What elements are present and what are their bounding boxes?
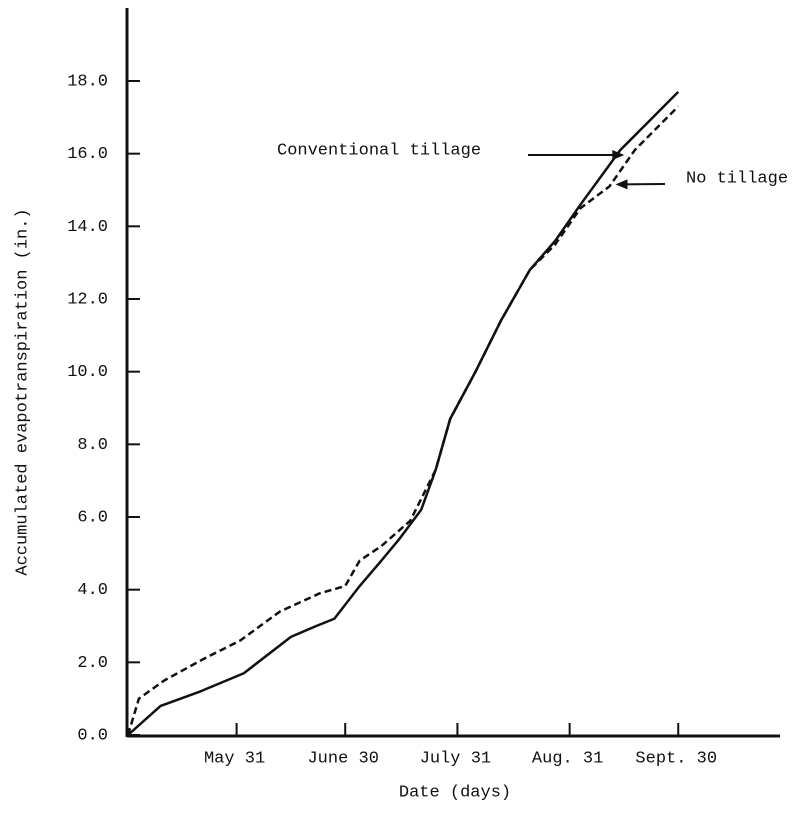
y-tick-label: 18.0 [67,72,108,91]
x-tick-label: Aug. 31 [532,749,603,768]
y-tick-label: 10.0 [67,363,108,382]
x-tick-label: Sept. 30 [635,749,717,768]
y-tick-label: 2.0 [77,654,108,673]
y-tick-label: 8.0 [77,436,108,455]
y-tick-label: 0.0 [77,726,108,745]
x-tick-label: July 31 [420,749,491,768]
legend-label: No tillage [686,169,788,188]
series-line [128,92,678,735]
x-tick-label: May 31 [204,749,265,768]
y-tick-label: 6.0 [77,508,108,527]
x-axis-label: Date (days) [399,783,511,802]
y-tick-label: 4.0 [77,581,108,600]
legend-arrowhead [615,179,627,189]
y-axis-label: Accumulated evapotranspiration (in.) [13,208,32,575]
y-tick-label: 16.0 [67,145,108,164]
legend-label: Conventional tillage [277,141,481,160]
x-tick-label: June 30 [307,749,378,768]
series-line [128,106,678,735]
y-tick-label: 12.0 [67,290,108,309]
y-tick-label: 14.0 [67,218,108,237]
